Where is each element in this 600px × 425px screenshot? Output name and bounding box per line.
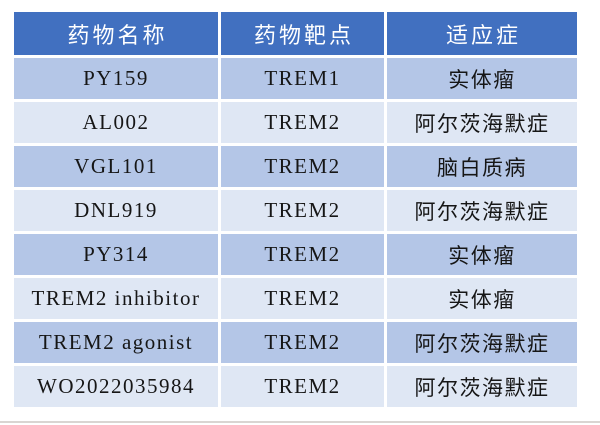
table-row: PY314 TREM2 实体瘤 xyxy=(14,234,577,275)
drug-table: 药物名称 药物靶点 适应症 PY159 TREM1 实体瘤 AL002 TREM2 阿尔茨海默… xyxy=(14,12,577,410)
table-row: VGL101 TREM2 脑白质病 xyxy=(14,146,577,187)
table-cell: 实体瘤 xyxy=(387,234,577,275)
table-cell: 脑白质病 xyxy=(387,146,577,187)
table-cell: TREM2 xyxy=(221,366,384,407)
table-cell: 阿尔茨海默症 xyxy=(387,366,577,407)
table-cell: DNL919 xyxy=(14,190,218,231)
table-body: PY159 TREM1 实体瘤 AL002 TREM2 阿尔茨海默症 VGL101 TREM2… xyxy=(14,58,577,407)
table-cell: AL002 xyxy=(14,102,218,143)
table-row: TREM2 inhibitor TREM2 实体瘤 xyxy=(14,278,577,319)
table-cell: PY159 xyxy=(14,58,218,99)
table-row: PY159 TREM1 实体瘤 xyxy=(14,58,577,99)
table-cell: PY314 xyxy=(14,234,218,275)
table-cell: TREM2 xyxy=(221,190,384,231)
table-cell: TREM2 xyxy=(221,234,384,275)
table-cell: TREM2 xyxy=(221,322,384,363)
table-row: DNL919 TREM2 阿尔茨海默症 xyxy=(14,190,577,231)
table-cell: VGL101 xyxy=(14,146,218,187)
table-row: TREM2 agonist TREM2 阿尔茨海默症 xyxy=(14,322,577,363)
column-header: 适应症 xyxy=(387,12,577,55)
column-header: 药物靶点 xyxy=(221,12,384,55)
table-cell: 阿尔茨海默症 xyxy=(387,102,577,143)
table-cell: TREM2 agonist xyxy=(14,322,218,363)
table-cell: 实体瘤 xyxy=(387,278,577,319)
table-header-row: 药物名称 药物靶点 适应症 xyxy=(14,12,577,55)
table-cell: 实体瘤 xyxy=(387,58,577,99)
table-cell: TREM2 xyxy=(221,278,384,319)
table-cell: TREM2 inhibitor xyxy=(14,278,218,319)
table-cell: TREM1 xyxy=(221,58,384,99)
table-cell: TREM2 xyxy=(221,146,384,187)
table-cell: TREM2 xyxy=(221,102,384,143)
column-header: 药物名称 xyxy=(14,12,218,55)
table-row: WO2022035984 TREM2 阿尔茨海默症 xyxy=(14,366,577,407)
table-cell: 阿尔茨海默症 xyxy=(387,322,577,363)
table-cell: 阿尔茨海默症 xyxy=(387,190,577,231)
page-bottom-edge-line xyxy=(0,421,600,423)
table-cell: WO2022035984 xyxy=(14,366,218,407)
table-row: AL002 TREM2 阿尔茨海默症 xyxy=(14,102,577,143)
